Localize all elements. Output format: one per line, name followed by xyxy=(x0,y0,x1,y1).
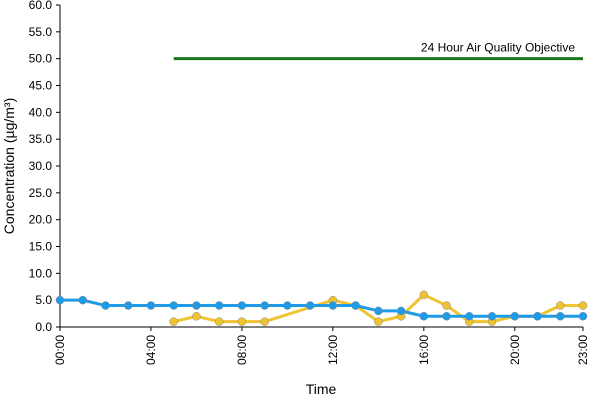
point xyxy=(55,295,65,305)
y-tick-label: 30.0 xyxy=(29,159,53,173)
point xyxy=(260,301,269,310)
point xyxy=(556,312,565,321)
point xyxy=(578,312,588,321)
y-tick-label: 35.0 xyxy=(29,132,53,146)
point xyxy=(442,312,451,321)
y-tick-label: 20.0 xyxy=(29,213,53,227)
point xyxy=(374,317,383,326)
point xyxy=(351,301,360,310)
point xyxy=(305,301,315,310)
point xyxy=(214,301,224,310)
point xyxy=(78,295,87,305)
point xyxy=(169,301,178,310)
objective-label: 24 Hour Air Quality Objective xyxy=(421,41,575,55)
point xyxy=(419,290,429,300)
x-tick-label: 04:00 xyxy=(144,335,158,365)
y-tick-label: 5.0 xyxy=(35,293,52,307)
point xyxy=(510,312,520,321)
point xyxy=(419,312,429,321)
x-tick-label: 08:00 xyxy=(235,335,249,365)
x-tick-label: 20:00 xyxy=(508,335,522,365)
y-tick-label: 45.0 xyxy=(29,79,53,93)
point xyxy=(146,301,156,310)
point xyxy=(283,301,292,310)
point xyxy=(556,301,565,310)
point xyxy=(123,301,133,310)
y-tick-label: 40.0 xyxy=(29,105,53,119)
y-tick-label: 50.0 xyxy=(29,52,53,66)
point xyxy=(237,301,247,310)
y-tick-label: 0.0 xyxy=(35,320,52,334)
x-tick-label: 16:00 xyxy=(417,335,431,365)
y-tick-label: 60.0 xyxy=(29,0,53,12)
x-tick-label: 23:00 xyxy=(576,335,590,365)
y-tick-label: 55.0 xyxy=(29,25,53,39)
point xyxy=(237,317,247,326)
point xyxy=(260,317,269,326)
point xyxy=(396,306,406,316)
point xyxy=(487,312,497,321)
point xyxy=(192,301,201,310)
point xyxy=(578,301,588,310)
point xyxy=(374,306,383,316)
point xyxy=(328,301,338,310)
point xyxy=(101,301,110,310)
point xyxy=(533,312,542,321)
point xyxy=(214,317,224,326)
point xyxy=(169,317,178,326)
y-tick-label: 25.0 xyxy=(29,186,53,200)
y-tick-label: 15.0 xyxy=(29,240,53,254)
x-tick-label: 12:00 xyxy=(326,335,340,365)
y-tick-label: 10.0 xyxy=(29,266,53,280)
point xyxy=(442,301,451,310)
x-axis-label: Time xyxy=(306,381,337,397)
x-tick-label: 00:00 xyxy=(53,335,67,365)
point xyxy=(465,312,474,321)
y-axis-label: Concentration (µg/m³) xyxy=(1,98,17,234)
point xyxy=(192,312,201,321)
